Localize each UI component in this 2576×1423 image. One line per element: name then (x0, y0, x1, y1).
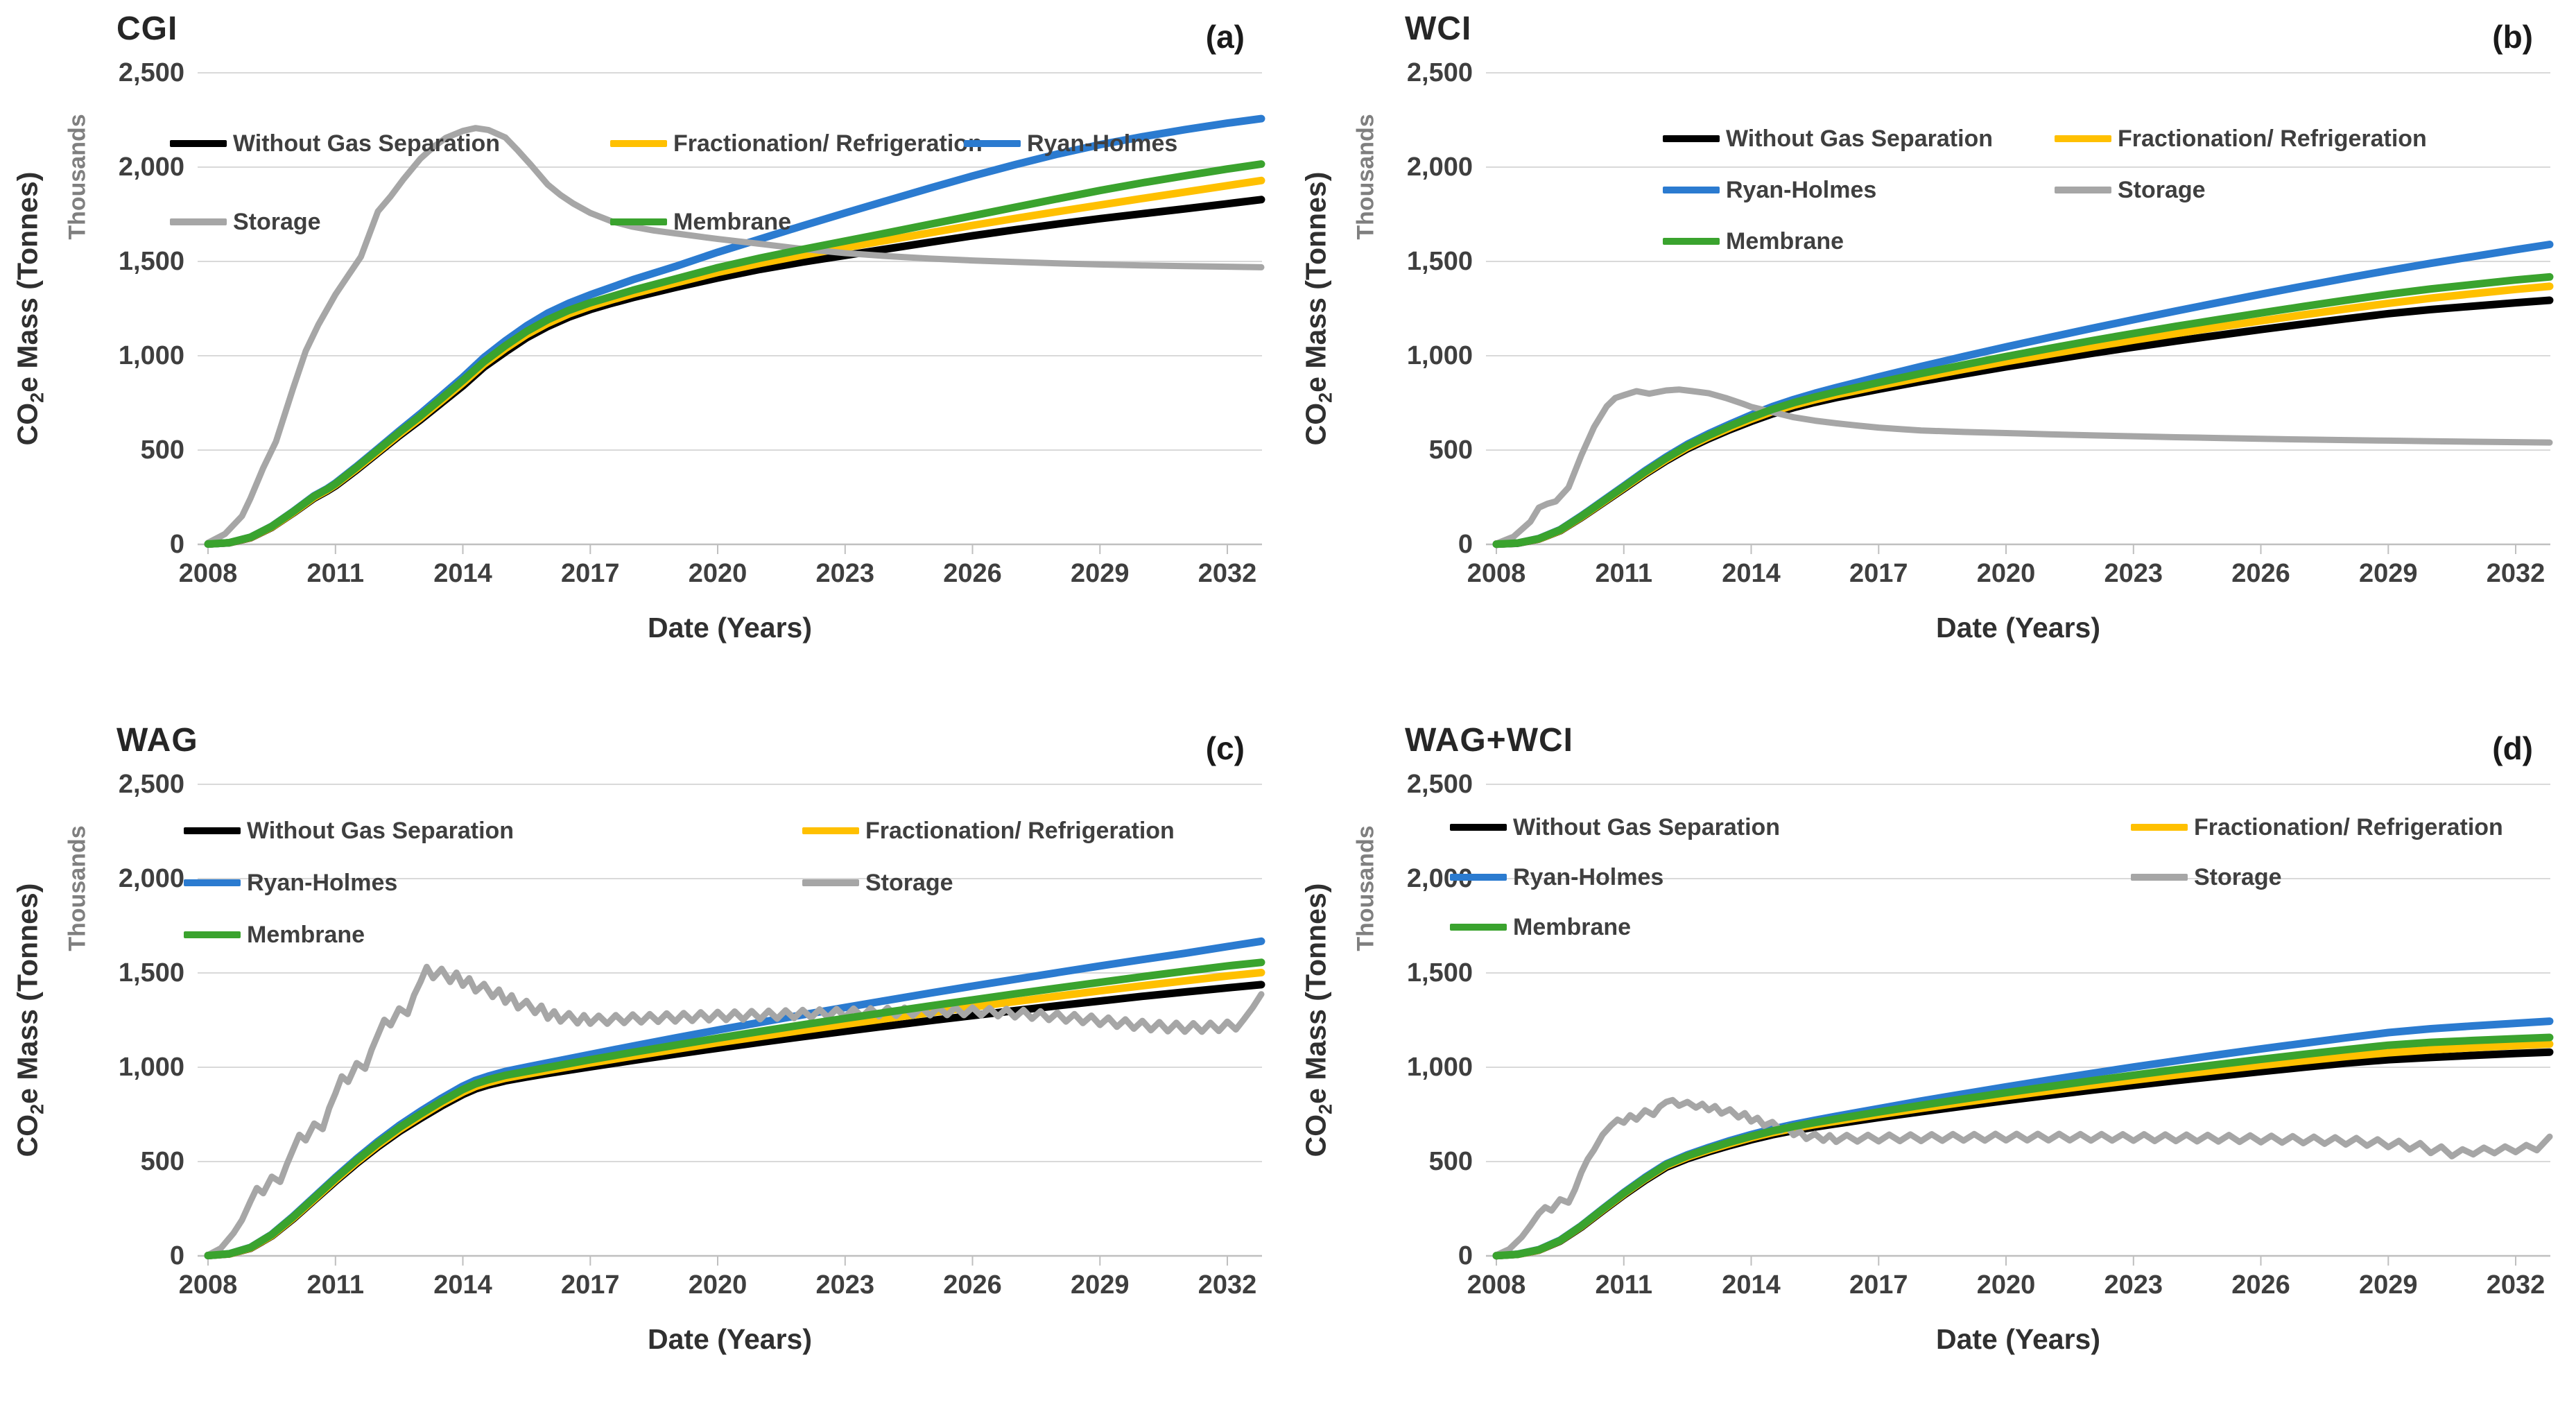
panel-wag: WAG (c) CO2e Mass (Tonnes) Thousands Dat… (0, 712, 1288, 1423)
series-membrane (204, 958, 1265, 1259)
series-without-gas-separation (1492, 296, 2554, 549)
panel-letter-b: (b) (2492, 19, 2533, 55)
panel-wag-wci: WAG+WCI (d) CO2e Mass (Tonnes) Thousands… (1288, 712, 2576, 1423)
chart-title-wag: WAG (116, 722, 198, 759)
series-storage (1493, 386, 2553, 547)
panel-letter-c: (c) (1205, 730, 1245, 766)
plot-area-wag (198, 784, 1265, 1266)
series-storage (205, 963, 1265, 1259)
panel-letter-a: (a) (1205, 19, 1245, 55)
chart-title-wci: WCI (1405, 10, 1472, 47)
series-membrane (204, 160, 1265, 548)
plot-area-wag-wci (1486, 784, 2554, 1266)
chart-title-wag-wci: WAG+WCI (1405, 722, 1573, 759)
series-fractionation-refrigeration (1492, 282, 2554, 549)
panel-letter-d: (d) (2492, 730, 2533, 766)
panel-wci: WCI (b) CO2e Mass (Tonnes) Thousands Dat… (1288, 0, 2576, 712)
series-fractionation-refrigeration (1492, 1040, 2554, 1260)
series-storage (205, 125, 1265, 546)
x-axis-title: Date (Years) (647, 612, 812, 644)
chart-title-cgi: CGI (116, 10, 178, 47)
x-axis-title: Date (Years) (1935, 612, 2100, 644)
plot-area-cgi (198, 72, 1265, 554)
x-axis-title: Date (Years) (1935, 1323, 2100, 1355)
series-ryan-holmes (204, 114, 1265, 548)
panel-cgi: CGI (a) CO2e Mass (Tonnes) Thousands Dat… (0, 0, 1288, 712)
series-storage (1493, 1096, 2553, 1259)
series-membrane (1492, 1033, 2554, 1260)
plot-area-wci (1486, 72, 2554, 554)
series-membrane (1492, 273, 2554, 549)
x-axis-title: Date (Years) (647, 1323, 812, 1355)
